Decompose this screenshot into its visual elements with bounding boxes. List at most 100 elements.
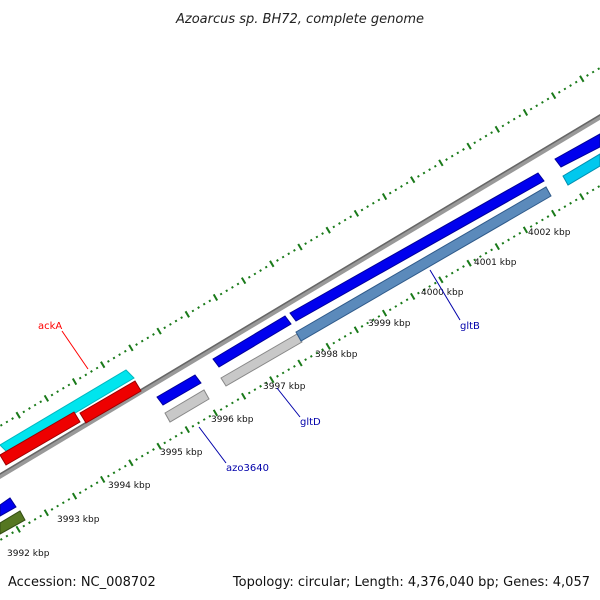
minor-tick-mark — [343, 334, 347, 338]
minor-tick-mark — [557, 90, 561, 94]
minor-tick-mark — [541, 100, 544, 104]
gene-feature-blue-5[interactable] — [0, 497, 17, 517]
minor-tick-mark — [304, 358, 307, 362]
minor-tick-mark — [546, 97, 550, 101]
gene-feature-gray-2[interactable] — [220, 333, 303, 387]
minor-tick-mark — [123, 464, 127, 468]
minor-tick-mark — [28, 407, 31, 410]
minor-tick-mark — [377, 198, 381, 202]
minor-tick-mark — [315, 351, 319, 355]
minor-tick-mark — [39, 400, 43, 404]
gene-feature-steel-1[interactable] — [295, 186, 552, 342]
minor-tick-mark — [563, 205, 567, 209]
gene-labels: ackA azo3640 gltD gltB — [38, 269, 480, 474]
major-tick-mark — [438, 276, 444, 284]
minor-tick-mark — [163, 326, 167, 330]
minor-tick-mark — [236, 398, 240, 401]
minor-tick-mark — [208, 299, 212, 303]
forward-gene-track — [0, 133, 600, 517]
gene-label-azo3640[interactable]: azo3640 — [226, 463, 269, 474]
minor-tick-mark — [535, 221, 539, 225]
major-tick-mark — [353, 209, 360, 217]
major-tick-mark — [466, 259, 472, 267]
gene-feature-red-1[interactable] — [0, 411, 81, 466]
minor-tick-mark — [146, 451, 150, 455]
tick-label: 3999 kbp — [368, 319, 411, 329]
minor-tick-mark — [417, 174, 420, 178]
minor-tick-mark — [202, 418, 206, 421]
major-tick-mark — [184, 425, 190, 434]
gene-feature-blue-2[interactable] — [212, 315, 292, 368]
major-tick-mark — [100, 361, 106, 369]
minor-tick-mark — [259, 384, 262, 388]
minor-tick-mark — [445, 158, 448, 161]
minor-tick-mark — [479, 137, 482, 141]
minor-tick-mark — [388, 191, 392, 195]
minor-tick-mark — [78, 491, 82, 495]
minor-tick-mark — [338, 338, 341, 342]
gene-feature-blue-3[interactable] — [289, 172, 545, 322]
minor-tick-mark — [293, 364, 296, 368]
minor-tick-mark — [253, 388, 257, 392]
minor-tick-mark — [574, 80, 578, 84]
gene-feature-red-2[interactable] — [79, 380, 142, 424]
minor-tick-mark — [0, 423, 3, 427]
minor-tick-mark — [518, 114, 522, 118]
minor-tick-mark — [405, 181, 409, 185]
minor-tick-mark — [349, 331, 353, 335]
gene-label-gltb[interactable]: gltB — [460, 321, 480, 332]
gene-feature-cyan-2[interactable] — [562, 153, 600, 186]
minor-tick-mark — [33, 517, 37, 521]
minor-tick-mark — [225, 404, 229, 408]
major-tick-mark — [15, 525, 21, 533]
major-tick-mark — [579, 193, 585, 201]
minor-tick-mark — [247, 391, 251, 395]
minor-tick-mark — [107, 474, 110, 478]
map-title: Azoarcus sp. BH72, complete genome — [175, 12, 424, 27]
minor-tick-mark — [146, 336, 150, 340]
major-tick-mark — [410, 176, 416, 184]
minor-tick-mark — [541, 218, 544, 222]
minor-tick-mark — [591, 70, 595, 74]
tick-label: 4001 kbp — [474, 258, 517, 268]
gene-label-gltd[interactable]: gltD — [300, 417, 321, 428]
minor-tick-mark — [512, 235, 516, 238]
minor-tick-mark — [490, 248, 493, 252]
major-tick-mark — [438, 159, 444, 167]
minor-tick-mark — [450, 271, 454, 275]
minor-tick-mark — [371, 201, 375, 205]
minor-tick-mark — [22, 410, 26, 414]
minor-tick-mark — [433, 281, 437, 285]
major-tick-mark — [522, 108, 529, 116]
gene-feature-blue-4[interactable] — [554, 133, 600, 168]
major-tick-mark — [128, 459, 134, 467]
minor-tick-mark — [11, 417, 14, 420]
minor-tick-mark — [394, 188, 398, 192]
minor-tick-mark — [490, 131, 493, 135]
minor-tick-mark — [507, 121, 510, 124]
gene-feature-gray-1[interactable] — [164, 389, 210, 423]
tick-label: 3993 kbp — [57, 515, 100, 525]
minor-tick-mark — [180, 431, 183, 435]
minor-tick-mark — [450, 154, 454, 158]
minor-tick-mark — [309, 354, 313, 358]
tick-labels: 3992 kbp 3993 kbp 3994 kbp 3995 kbp 3996… — [7, 228, 571, 559]
minor-tick-mark — [507, 238, 510, 242]
minor-tick-mark — [67, 498, 71, 501]
gene-feature-cyan-1[interactable] — [0, 369, 135, 454]
tick-label: 3996 kbp — [211, 415, 254, 425]
minor-tick-mark — [293, 248, 296, 252]
gene-label-acka[interactable]: ackA — [38, 321, 62, 332]
outer-dotted-track — [0, 67, 600, 427]
minor-tick-mark — [33, 403, 37, 407]
minor-tick-mark — [501, 241, 505, 245]
minor-tick-mark — [309, 238, 313, 242]
gene-feature-blue-1[interactable] — [156, 374, 202, 406]
minor-tick-mark — [512, 117, 516, 121]
minor-tick-mark — [84, 373, 88, 377]
minor-tick-mark — [281, 371, 285, 375]
minor-tick-mark — [563, 87, 567, 91]
gene-feature-olive-1[interactable] — [0, 510, 26, 535]
minor-tick-mark — [456, 151, 460, 155]
major-tick-mark — [128, 344, 134, 352]
